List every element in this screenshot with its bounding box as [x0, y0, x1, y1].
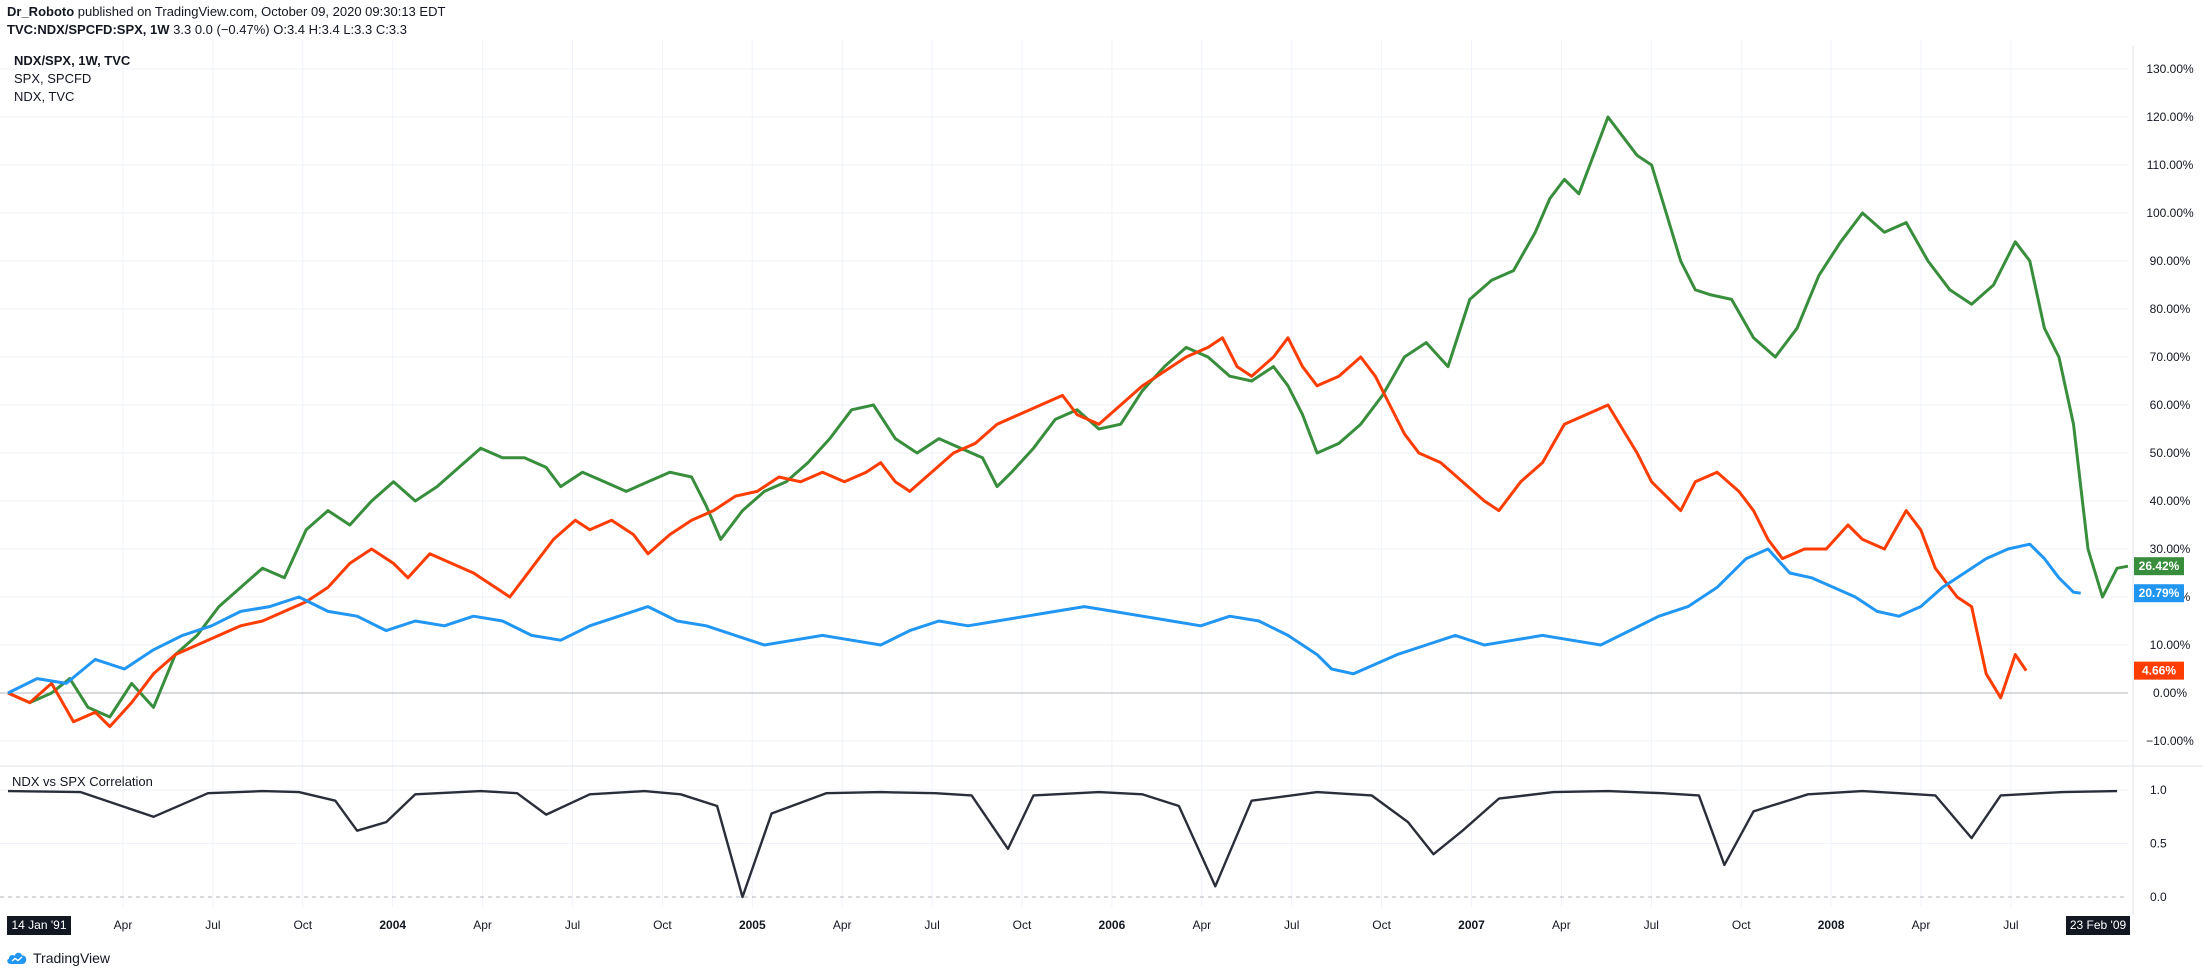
y-tick-label: 70.00%: [2150, 350, 2191, 364]
end-date-label: 23 Feb '09: [2070, 918, 2127, 932]
y-tick-label: 40.00%: [2150, 494, 2191, 508]
start-date-label: 14 Jan '91: [11, 918, 66, 932]
x-tick-label: Jul: [1284, 918, 1299, 932]
y-tick-label: 120.00%: [2146, 110, 2194, 124]
y-tick-label: 50.00%: [2150, 446, 2191, 460]
y-tick-label: 10.00%: [2150, 638, 2191, 652]
x-tick-label: Apr: [473, 918, 492, 932]
x-tick-label: Oct: [1732, 918, 1751, 932]
series-line-2[interactable]: [7, 542, 2081, 695]
x-tick-label: Jul: [1644, 918, 1659, 932]
x-tick-label: Jul: [565, 918, 580, 932]
x-tick-label: 2004: [379, 918, 406, 932]
x-tick-label: 2007: [1458, 918, 1485, 932]
indicator-tick-label: 1.0: [2150, 783, 2167, 797]
x-tick-label: Apr: [1912, 918, 1931, 932]
x-tick-label: 2006: [1099, 918, 1126, 932]
last-value-label: 20.79%: [2139, 586, 2180, 600]
x-tick-label: Jul: [2003, 918, 2018, 932]
chart-header: Dr_Roboto published on TradingView.com, …: [7, 3, 445, 39]
y-tick-label: 110.00%: [2147, 158, 2194, 172]
last-value-badge: [2134, 557, 2184, 576]
publish-info: published on TradingView.com, October 09…: [77, 4, 446, 19]
symbol-info: TVC:NDX/SPCFD:SPX, 1W: [7, 22, 170, 37]
tradingview-label: TradingView: [33, 950, 111, 966]
last-value-badge: [2134, 584, 2184, 603]
x-tick-label: Apr: [833, 918, 852, 932]
last-value-label: 26.42%: [2139, 559, 2180, 573]
x-tick-label: Oct: [293, 918, 312, 932]
x-tick-label: Jul: [924, 918, 939, 932]
x-tick-label: Apr: [114, 918, 133, 932]
y-tick-label: 80.00%: [2150, 302, 2191, 316]
legend-spx-series[interactable]: SPX, SPCFD: [14, 71, 92, 86]
x-tick-label: 2005: [739, 918, 766, 932]
x-tick-label: 2008: [1818, 918, 1845, 932]
ohlc-values: 3.3 0.0 (−0.47%) O:3.4 H:3.4 L:3.3 C:3.3: [173, 22, 407, 37]
y-tick-label: 90.00%: [2150, 254, 2191, 268]
x-tick-label: Apr: [1192, 918, 1211, 932]
y-tick-label: 30.00%: [2150, 542, 2191, 556]
tradingview-logo[interactable]: TradingView: [6, 950, 110, 966]
start-date-badge: [7, 916, 71, 935]
indicator-title[interactable]: NDX vs SPX Correlation: [12, 774, 153, 789]
last-value-label: 4.66%: [2142, 664, 2176, 678]
tradingview-cloud-icon: [7, 952, 27, 964]
end-date-badge: [2066, 916, 2130, 935]
y-tick-label: 100.00%: [2146, 206, 2194, 220]
main-legend: NDX/SPX, 1W, TVC SPX, SPCFD NDX, TVC: [14, 52, 130, 106]
y-tick-label: 60.00%: [2150, 398, 2191, 412]
indicator-tick-label: 0.5: [2150, 837, 2167, 851]
indicator-tick-label: 0.0: [2150, 890, 2167, 904]
series-line-1[interactable]: [7, 336, 2028, 729]
x-tick-label: Oct: [1372, 918, 1391, 932]
series-line-0[interactable]: [7, 115, 2129, 719]
y-tick-label: 130.00%: [2146, 62, 2194, 76]
x-tick-label: Jul: [205, 918, 220, 932]
x-tick-label: Apr: [1552, 918, 1571, 932]
legend-main-series[interactable]: NDX/SPX, 1W, TVC: [14, 53, 131, 68]
y-tick-label: −10.00%: [2146, 734, 2194, 748]
y-tick-label: 0.00%: [2153, 686, 2187, 700]
x-tick-label: Oct: [1013, 918, 1032, 932]
last-value-badge: [2134, 661, 2184, 680]
author-name[interactable]: Dr_Roboto: [7, 4, 75, 19]
legend-ndx-series[interactable]: NDX, TVC: [14, 89, 75, 104]
x-tick-label: Oct: [653, 918, 672, 932]
correlation-line[interactable]: [7, 789, 2118, 899]
